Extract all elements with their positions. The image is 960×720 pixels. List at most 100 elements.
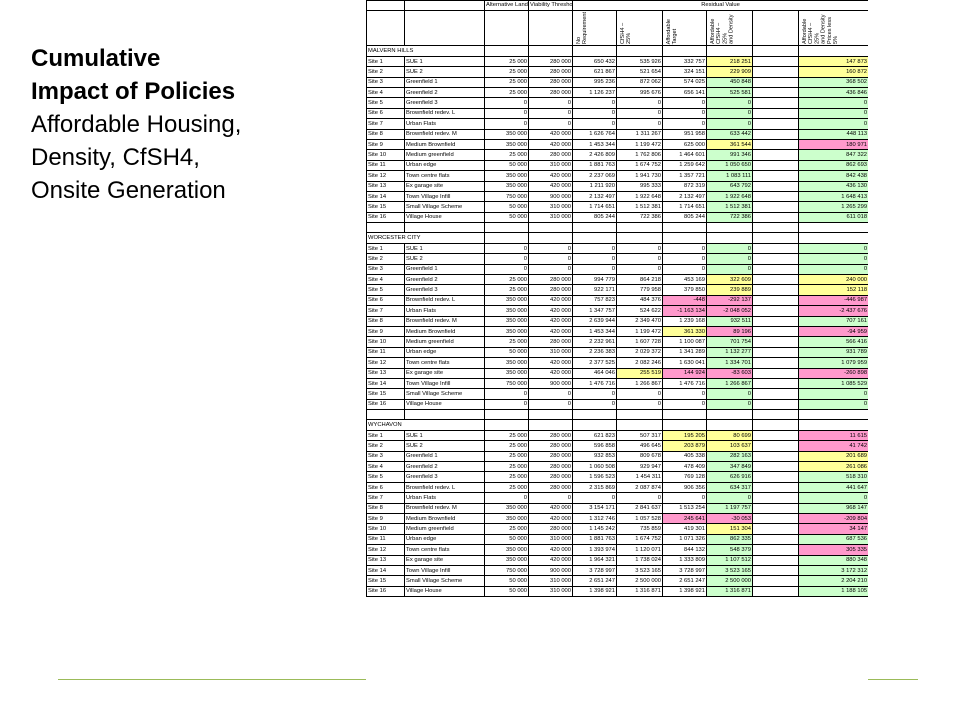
value-cell: 368 502 <box>797 76 868 89</box>
value-cell: 1 464 601 <box>662 149 707 161</box>
value-cell: 1 454 311 <box>616 471 663 483</box>
table-row: Site 14 Town Village Infill 750 000 900 000… <box>366 564 868 577</box>
value-cell: 1 316 871 <box>616 585 663 598</box>
empty-cell <box>484 222 529 234</box>
value-cell <box>752 585 799 598</box>
value-cell: 0 <box>616 253 663 265</box>
site-cell: Site 14 <box>366 564 405 577</box>
site-type-cell: Urban edge <box>404 346 485 359</box>
value-cell: 566 416 <box>797 336 868 348</box>
value-cell: 41 742 <box>797 440 868 452</box>
value-cell: 1 674 752 <box>616 159 663 172</box>
value-cell: 261 086 <box>797 461 868 473</box>
table-row: Site 15 Small Village Scheme 50 000 310 000… <box>366 575 868 587</box>
value-cell: 280 000 <box>528 440 573 452</box>
value-cell: 310 000 <box>528 159 573 172</box>
section-name: WYCHAVON <box>366 419 485 431</box>
section-name: WORCESTER CITY <box>366 232 485 244</box>
value-cell: 2 500 000 <box>616 575 663 587</box>
value-cell: 2 232 961 <box>572 336 617 348</box>
empty-cell <box>484 419 529 431</box>
value-cell: 0 <box>572 97 617 109</box>
value-cell: 420 000 <box>528 170 573 182</box>
site-cell: Site 1 <box>366 242 405 255</box>
value-cell: 1 347 757 <box>572 305 617 317</box>
value-cell: 1 596 523 <box>572 471 617 483</box>
value-cell: 518 310 <box>797 471 868 483</box>
value-cell: 995 236 <box>572 76 617 89</box>
value-cell: 643 792 <box>706 180 753 192</box>
site-cell: Site 14 <box>366 377 405 390</box>
column-header: Affordable CfSH4 – 25% and Density Price… <box>797 10 868 47</box>
value-cell: 350 000 <box>484 544 529 556</box>
value-cell: 0 <box>616 107 663 120</box>
value-cell: 350 000 <box>484 305 529 317</box>
table-row: Site 11 Urban edge 50 000 310 000 2 236 383 2… <box>366 346 868 359</box>
value-cell: 201 689 <box>797 450 868 463</box>
header-residual-value: Residual Value <box>571 0 868 12</box>
value-cell: 420 000 <box>528 138 573 151</box>
value-cell: 350 000 <box>484 180 529 192</box>
site-type-cell: Town centre flats <box>404 357 485 369</box>
value-cell: 25 000 <box>484 284 529 296</box>
site-type-cell: Greenfield 2 <box>404 461 485 473</box>
value-cell: 2 349 470 <box>616 315 663 327</box>
site-type-cell: Greenfield 2 <box>404 273 485 286</box>
value-cell: 0 <box>706 263 753 276</box>
value-cell: 310 000 <box>528 585 573 598</box>
value-cell: 195 205 <box>662 429 707 442</box>
value-cell: -448 <box>662 294 707 307</box>
empty-cell <box>572 232 617 244</box>
value-cell: 280 000 <box>528 76 573 89</box>
header-blank <box>366 0 405 12</box>
value-cell: -30 053 <box>706 512 753 525</box>
value-cell: 478 409 <box>662 461 707 473</box>
empty-cell <box>616 409 663 421</box>
value-cell <box>752 190 799 203</box>
value-cell <box>752 502 799 515</box>
value-cell <box>752 180 799 192</box>
value-cell: 0 <box>572 118 617 130</box>
empty-cell <box>706 232 753 244</box>
empty-cell <box>706 409 753 421</box>
table-row: Site 4 Greenfield 2 25 000 280 000 994 779 86… <box>366 273 868 286</box>
value-cell: 1 050 650 <box>706 159 753 172</box>
header-blank <box>528 10 573 47</box>
value-cell: 900 000 <box>528 377 573 390</box>
site-cell: Site 8 <box>366 502 405 515</box>
value-cell: 0 <box>616 398 663 411</box>
header-blank <box>404 10 485 47</box>
value-cell: 50 000 <box>484 211 529 224</box>
value-cell: 0 <box>662 253 707 265</box>
table-row: Site 2 SUE 2 25 000 280 000 621 867 521 654 32… <box>366 66 868 78</box>
column-header-label: Affordable CfSH4 – 25% and Density Price… <box>802 14 840 45</box>
value-cell: 0 <box>528 263 573 276</box>
value-cell: 50 000 <box>484 159 529 172</box>
empty-cell <box>616 222 663 234</box>
value-cell: 0 <box>706 253 753 265</box>
value-cell <box>752 138 799 151</box>
value-cell: 255 519 <box>616 367 663 379</box>
value-cell: 350 000 <box>484 294 529 307</box>
value-cell: 1 259 642 <box>662 159 707 172</box>
value-cell: 0 <box>572 492 617 504</box>
site-type-cell: Small Village Scheme <box>404 388 485 400</box>
value-cell: 0 <box>572 388 617 400</box>
value-cell <box>752 377 799 390</box>
empty-cell <box>528 45 573 57</box>
value-cell <box>752 273 799 286</box>
value-cell: 864 218 <box>616 273 663 286</box>
header-blank <box>366 10 405 47</box>
site-type-cell: Greenfield 1 <box>404 263 485 276</box>
value-cell: 1 881 763 <box>572 159 617 172</box>
value-cell: 420 000 <box>528 305 573 317</box>
value-cell: 25 000 <box>484 440 529 452</box>
value-cell: 310 000 <box>528 575 573 587</box>
site-type-cell: SUE 1 <box>404 242 485 255</box>
column-header-label: No Requirement <box>576 12 589 45</box>
value-cell: 951 958 <box>662 128 707 140</box>
site-cell: Site 6 <box>366 294 405 307</box>
section-header-row: WYCHAVON <box>366 419 868 431</box>
table-rotated-header-row: No Requirement CfSH4 – 25% Affordable Targ… <box>366 10 868 47</box>
value-cell: 3 523 165 <box>706 564 753 577</box>
